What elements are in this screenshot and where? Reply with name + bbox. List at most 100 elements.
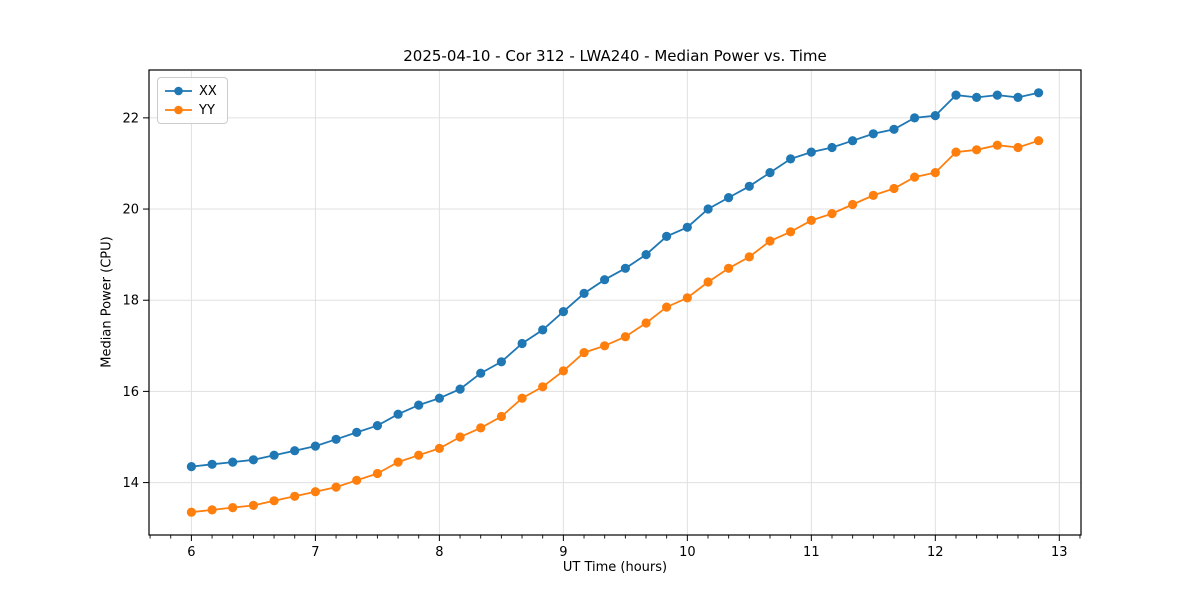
series-xx-point: [682, 222, 692, 232]
y-tick-label: 14: [122, 476, 139, 491]
series-yy-point: [579, 348, 589, 358]
series-yy-point: [682, 293, 692, 303]
y-tick-label: 22: [122, 111, 139, 126]
series-yy-point: [910, 172, 920, 182]
series-yy-point: [269, 496, 279, 506]
series-xx-point: [228, 457, 238, 467]
series-yy-point: [310, 487, 320, 497]
series-yy-point: [951, 147, 961, 157]
series-xx-point: [558, 307, 569, 317]
series-yy-point: [744, 252, 754, 262]
series-yy-point: [414, 450, 424, 460]
series-yy-point: [992, 140, 1002, 150]
series-xx-line: [191, 91, 1039, 468]
series-xx-point: [352, 427, 362, 437]
series-yy-point: [1034, 136, 1044, 146]
series-xx-point: [579, 288, 589, 298]
series-xx-point: [517, 338, 527, 349]
series-xx-point: [744, 181, 754, 191]
series-yy-point: [662, 302, 672, 312]
series-xx-point: [951, 90, 961, 100]
series-yy-point: [889, 183, 899, 194]
y-tick-label: 20: [122, 203, 139, 218]
series-yy-point: [228, 503, 238, 513]
series-yy-point: [496, 411, 506, 422]
series-xx-point: [496, 357, 506, 367]
x-tick-label: 7: [311, 545, 319, 560]
series-xx-point: [620, 263, 631, 273]
x-tick-label: 10: [679, 545, 696, 560]
series-xx-point: [372, 421, 382, 431]
series-xx-point: [269, 450, 279, 460]
series-yy-point: [558, 366, 569, 376]
series-yy-point: [827, 209, 837, 219]
y-tick-label: 18: [122, 294, 139, 309]
series-yy-point: [455, 432, 465, 442]
series-xx-point: [434, 393, 444, 403]
series-yy-point: [848, 199, 858, 210]
x-axis-label: UT Time (hours): [562, 560, 668, 575]
series-yy-point: [207, 505, 217, 515]
series-yy-point: [972, 145, 982, 155]
y-tick-label: 16: [122, 385, 139, 400]
series-yy-point: [538, 382, 548, 392]
xx-line-marker-swatch: [165, 86, 192, 96]
legend-item-yy: YY: [165, 102, 220, 118]
series-yy-point: [434, 443, 444, 453]
series-yy-point: [517, 393, 527, 403]
series-yy-point: [331, 482, 341, 492]
axes-frame: [148, 69, 1082, 536]
series-yy-point: [868, 190, 878, 200]
y-axis-label: Median Power (CPU): [99, 236, 115, 368]
series-yy-point: [600, 341, 610, 351]
series-xx-point: [248, 455, 258, 465]
series-xx-point: [992, 90, 1002, 100]
series-xx-point: [848, 136, 858, 146]
series-yy-point: [765, 236, 775, 246]
series-xx-point: [186, 462, 196, 472]
x-tick-label: 13: [1051, 545, 1068, 560]
series-xx-point: [703, 204, 713, 214]
series-yy-point: [372, 468, 382, 479]
series-xx-point: [207, 459, 217, 469]
series-xx-point: [889, 124, 899, 134]
series-xx-point: [476, 368, 486, 378]
series-xx-point: [786, 154, 796, 164]
series-xx-point: [290, 446, 300, 456]
series-yy-point: [476, 423, 486, 433]
series-xx-point: [724, 193, 734, 203]
series-xx-point: [393, 409, 403, 419]
x-tick-label: 6: [187, 545, 195, 560]
series-xx-point: [414, 400, 424, 410]
series-xx-point: [910, 113, 920, 123]
series-yy-point: [290, 491, 300, 501]
series-xx-point: [600, 275, 610, 285]
series-xx-point: [1013, 92, 1023, 102]
series-xx-point: [765, 168, 775, 178]
x-tick-label: 11: [803, 545, 820, 560]
series-yy-point: [186, 507, 196, 517]
legend-label-xx: XX: [199, 83, 217, 99]
chart-title: 2025-04-10 - Cor 312 - LWA240 - Median P…: [403, 47, 827, 65]
series-yy-point: [352, 475, 362, 485]
series-yy-point: [393, 457, 403, 467]
series-xx-point: [827, 142, 837, 153]
series-yy-point: [1013, 142, 1023, 153]
x-tick-label: 12: [927, 545, 944, 560]
x-tick-label: 8: [435, 545, 443, 560]
series-xx-point: [806, 147, 816, 157]
legend-label-yy: YY: [199, 102, 215, 118]
series-yy-point: [641, 318, 651, 328]
series-xx-point: [331, 434, 341, 444]
series-yy-point: [248, 500, 258, 510]
legend-item-xx: XX: [165, 83, 220, 99]
series-xx-point: [1034, 88, 1044, 98]
series-xx-point: [310, 441, 320, 451]
series-yy-line: [191, 139, 1039, 514]
series-xx-point: [930, 111, 940, 121]
series-yy-point: [703, 277, 713, 287]
series-xx-point: [868, 129, 878, 139]
series-yy-point: [930, 168, 940, 178]
series-xx-point: [641, 250, 651, 260]
